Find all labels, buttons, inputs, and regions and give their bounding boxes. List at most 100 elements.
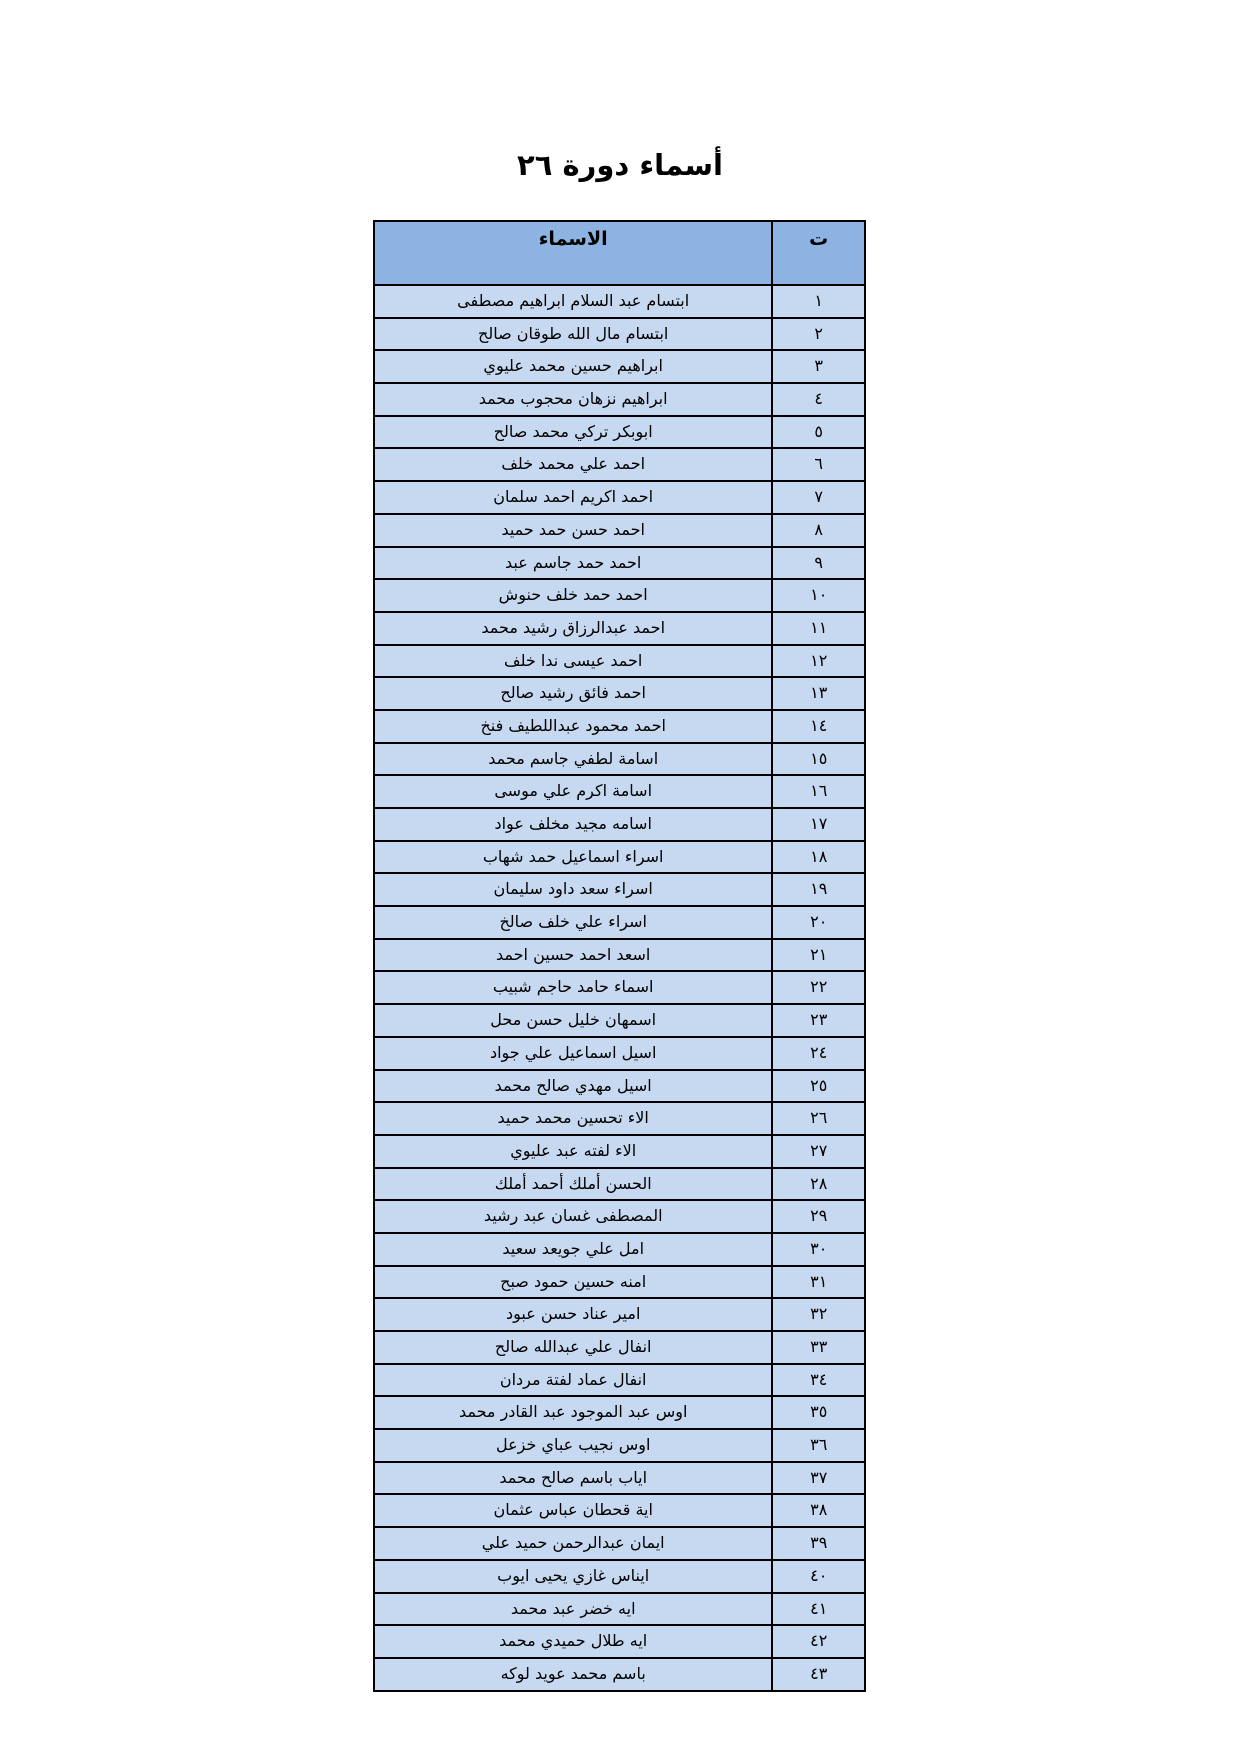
table-row: ٣٨ اية قحطان عباس عثمان xyxy=(372,1493,866,1529)
row-name: الاء لفته عبد عليوي xyxy=(372,1133,774,1169)
row-name: الحسن أملك أحمد أملك xyxy=(372,1166,774,1202)
table-row: ٢٦ الاء تحسين محمد حميد xyxy=(372,1101,866,1136)
row-number: ١٤ xyxy=(771,708,866,744)
header-names: الاسماء xyxy=(372,220,774,286)
row-number: ١٢ xyxy=(771,643,866,679)
row-name: امير عناد حسن عبود xyxy=(372,1297,774,1332)
table-row: ١٣ احمد فائق رشيد صالح xyxy=(372,676,866,711)
row-number: ٤٠ xyxy=(771,1558,866,1594)
row-name: احمد علي محمد خلف xyxy=(372,447,774,483)
table-row: ٢٢ اسماء حامد حاجم شبيب xyxy=(372,970,866,1006)
row-number: ٤٣ xyxy=(771,1656,866,1692)
table-row: ١٥ اسامة لطفي جاسم محمد xyxy=(372,741,866,777)
row-name: ايه طلال حميدي محمد xyxy=(372,1624,774,1659)
row-name: اية قحطان عباس عثمان xyxy=(372,1493,774,1529)
table-row: ٣٤ انفال عماد لفتة مردان xyxy=(372,1362,866,1398)
row-number: ٤ xyxy=(771,382,866,417)
names-table: ت الاسماء ١ ابتسام عبد السلام ابراهيم مصط… xyxy=(372,220,866,1692)
table-row: ٢٥ اسيل مهدي صالح محمد xyxy=(372,1068,866,1104)
table-row: ٢ ابتسام مال الله طوقان صالح xyxy=(372,316,866,352)
row-name: احمد حمد جاسم عبد xyxy=(372,545,774,581)
row-name: ايه خضر عبد محمد xyxy=(372,1591,774,1627)
row-name: احمد حمد خلف حنوش xyxy=(372,578,774,613)
row-number: ٣٦ xyxy=(771,1428,866,1463)
table-header-row: ت الاسماء xyxy=(372,220,866,286)
table-row: ٥ ابوبكر تركي محمد صالح xyxy=(372,414,866,450)
header-number: ت xyxy=(771,220,866,286)
row-name: ابراهيم نزهان محجوب محمد xyxy=(372,382,774,417)
table-row: ٣١ امنه حسين حمود صبح xyxy=(372,1264,866,1300)
row-number: ٣٧ xyxy=(771,1460,866,1496)
row-number: ٣٤ xyxy=(771,1362,866,1398)
row-number: ١٣ xyxy=(771,676,866,711)
row-name: اسمهان خليل حسن محل xyxy=(372,1003,774,1038)
row-number: ٨ xyxy=(771,512,866,548)
row-name: ايمان عبدالرحمن حميد علي xyxy=(372,1526,774,1561)
row-number: ٢٢ xyxy=(771,970,866,1006)
row-number: ١١ xyxy=(771,610,866,646)
table-row: ٢١ اسعد احمد حسين احمد xyxy=(372,937,866,973)
table-body: ١ ابتسام عبد السلام ابراهيم مصطفى ٢ ابتسام … xyxy=(372,284,866,1692)
table-row: ٤ ابراهيم نزهان محجوب محمد xyxy=(372,382,866,417)
row-name: المصطفى غسان عبد رشيد xyxy=(372,1199,774,1234)
row-number: ٦ xyxy=(771,447,866,483)
row-number: ٩ xyxy=(771,545,866,581)
table-row: ٤٠ ايناس غازي يحيى ايوب xyxy=(372,1558,866,1594)
row-number: ٢٠ xyxy=(771,905,866,940)
row-number: ١٦ xyxy=(771,774,866,809)
row-name: باسم محمد عويد لوكه xyxy=(372,1656,774,1692)
row-name: الاء تحسين محمد حميد xyxy=(372,1101,774,1136)
table-row: ١٢ احمد عيسى ندا خلف xyxy=(372,643,866,679)
row-name: احمد فائق رشيد صالح xyxy=(372,676,774,711)
row-number: ٢٩ xyxy=(771,1199,866,1234)
row-name: ابتسام مال الله طوقان صالح xyxy=(372,316,774,352)
table-row: ١١ احمد عبدالرزاق رشيد محمد xyxy=(372,610,866,646)
page-title: أسماء دورة ٢٦ xyxy=(517,148,723,182)
row-name: اسامه مجيد مخلف عواد xyxy=(372,807,774,842)
table-row: ٣٥ اوس عبد الموجود عبد القادر محمد xyxy=(372,1395,866,1431)
row-name: اسعد احمد حسين احمد xyxy=(372,937,774,973)
row-name: امل علي جويعد سعيد xyxy=(372,1231,774,1267)
row-name: ابتسام عبد السلام ابراهيم مصطفى xyxy=(372,284,774,319)
row-name: اسيل مهدي صالح محمد xyxy=(372,1068,774,1104)
table-row: ٣٧ اياب باسم صالح محمد xyxy=(372,1460,866,1496)
row-number: ٢٦ xyxy=(771,1101,866,1136)
row-name: ابراهيم حسين محمد عليوي xyxy=(372,349,774,385)
row-number: ٣ xyxy=(771,349,866,385)
row-name: انفال عماد لفتة مردان xyxy=(372,1362,774,1398)
table-row: ١ ابتسام عبد السلام ابراهيم مصطفى xyxy=(372,284,866,319)
row-number: ٤١ xyxy=(771,1591,866,1627)
row-number: ٢٧ xyxy=(771,1133,866,1169)
table-row: ١٦ اسامة اكرم علي موسى xyxy=(372,774,866,809)
table-row: ٣ ابراهيم حسين محمد عليوي xyxy=(372,349,866,385)
table-row: ٤١ ايه خضر عبد محمد xyxy=(372,1591,866,1627)
table-row: ١٩ اسراء سعد داود سليمان xyxy=(372,872,866,908)
row-number: ٣٠ xyxy=(771,1231,866,1267)
row-number: ١٩ xyxy=(771,872,866,908)
row-number: ٢٨ xyxy=(771,1166,866,1202)
row-name: ابوبكر تركي محمد صالح xyxy=(372,414,774,450)
table-row: ٣٦ اوس نجيب عباي خزعل xyxy=(372,1428,866,1463)
table-row: ٩ احمد حمد جاسم عبد xyxy=(372,545,866,581)
row-number: ١٥ xyxy=(771,741,866,777)
row-name: اسماء حامد حاجم شبيب xyxy=(372,970,774,1006)
table-row: ٢٧ الاء لفته عبد عليوي xyxy=(372,1133,866,1169)
row-name: احمد عبدالرزاق رشيد محمد xyxy=(372,610,774,646)
row-number: ٣٥ xyxy=(771,1395,866,1431)
row-name: احمد حسن حمد حميد xyxy=(372,512,774,548)
row-number: ٧ xyxy=(771,480,866,515)
table-row: ٧ احمد اكريم احمد سلمان xyxy=(372,480,866,515)
row-number: ٣١ xyxy=(771,1264,866,1300)
row-number: ٣٣ xyxy=(771,1330,866,1365)
row-name: اسراء اسماعيل حمد شهاب xyxy=(372,839,774,875)
row-number: ٢١ xyxy=(771,937,866,973)
row-number: ٢ xyxy=(771,316,866,352)
row-name: اياب باسم صالح محمد xyxy=(372,1460,774,1496)
table-row: ٢٤ اسيل اسماعيل علي جواد xyxy=(372,1035,866,1071)
row-name: انفال علي عبدالله صالح xyxy=(372,1330,774,1365)
row-name: امنه حسين حمود صبح xyxy=(372,1264,774,1300)
row-number: ٣٢ xyxy=(771,1297,866,1332)
table-row: ٢٣ اسمهان خليل حسن محل xyxy=(372,1003,866,1038)
row-number: ١ xyxy=(771,284,866,319)
row-name: اسراء سعد داود سليمان xyxy=(372,872,774,908)
